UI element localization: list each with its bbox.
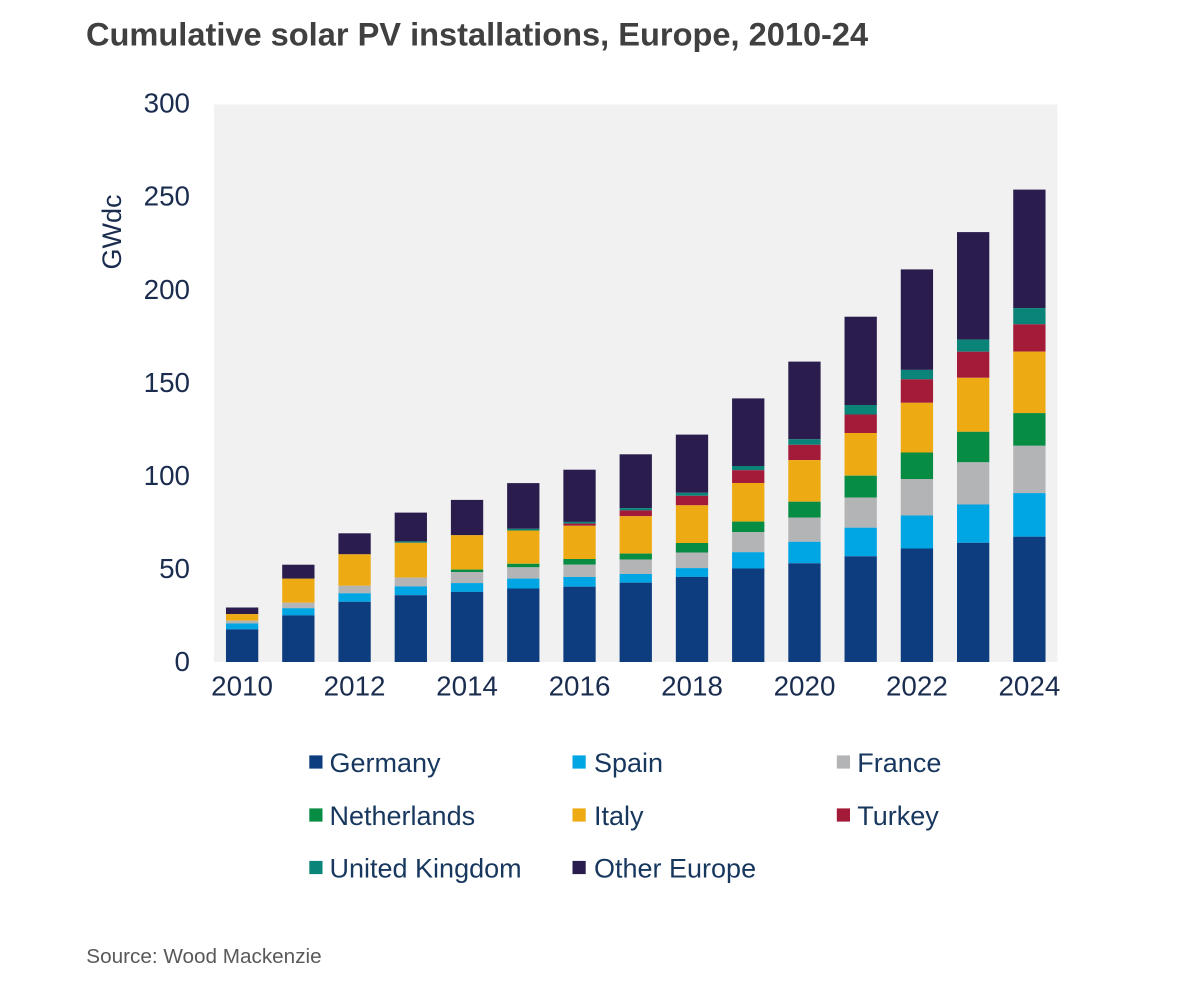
svg-text:0: 0 xyxy=(175,646,190,677)
svg-text:Italy: Italy xyxy=(594,801,644,831)
svg-text:Source: Wood Mackenzie: Source: Wood Mackenzie xyxy=(86,945,321,968)
svg-text:2012: 2012 xyxy=(324,670,386,701)
svg-text:300: 300 xyxy=(144,88,190,119)
svg-text:2022: 2022 xyxy=(886,670,948,701)
svg-text:2024: 2024 xyxy=(998,670,1060,701)
svg-text:2018: 2018 xyxy=(661,670,723,701)
svg-text:50: 50 xyxy=(159,553,190,584)
svg-text:United Kingdom: United Kingdom xyxy=(330,854,522,884)
svg-text:200: 200 xyxy=(144,274,190,305)
svg-text:2020: 2020 xyxy=(774,670,836,701)
svg-text:250: 250 xyxy=(144,181,190,212)
svg-text:Cumulative solar PV installati: Cumulative solar PV installations, Europ… xyxy=(86,16,868,53)
svg-text:2014: 2014 xyxy=(436,670,498,701)
svg-text:100: 100 xyxy=(144,460,190,491)
svg-text:France: France xyxy=(857,748,941,778)
svg-text:Netherlands: Netherlands xyxy=(330,801,476,831)
svg-text:Turkey: Turkey xyxy=(857,801,939,831)
svg-text:GWdc: GWdc xyxy=(97,194,127,269)
svg-text:150: 150 xyxy=(144,367,190,398)
svg-text:Other Europe: Other Europe xyxy=(594,854,756,884)
svg-text:Spain: Spain xyxy=(594,748,663,778)
svg-text:2016: 2016 xyxy=(549,670,611,701)
svg-text:Germany: Germany xyxy=(330,748,442,778)
svg-text:2010: 2010 xyxy=(211,670,273,701)
